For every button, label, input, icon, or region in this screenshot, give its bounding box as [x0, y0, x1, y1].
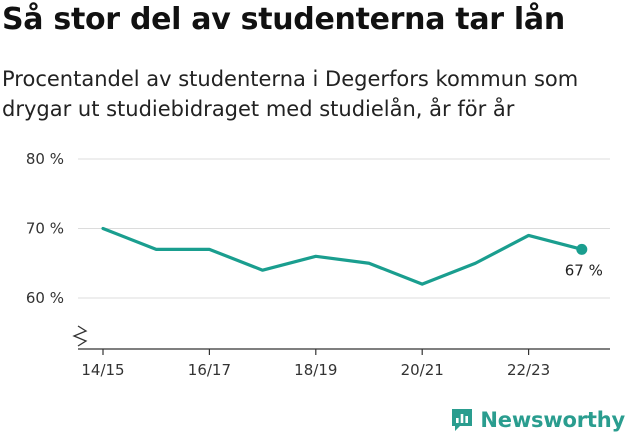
brand-logo: Newsworthy [450, 407, 625, 433]
chart-subtitle: Procentandel av studenterna i Degerfors … [2, 67, 579, 121]
x-tick-label: 18/19 [294, 361, 337, 379]
chart-title: Så stor del av studenterna tar lån [2, 2, 565, 37]
brand-name: Newsworthy [480, 408, 625, 432]
grid-lines [78, 158, 610, 299]
x-tick-label: 14/15 [81, 361, 124, 379]
data-points: 67 % [565, 243, 603, 279]
x-tick-label: 20/21 [401, 361, 444, 379]
newsworthy-logo-icon [452, 409, 473, 431]
y-tick-label: 60 % [26, 289, 64, 307]
x-tick-label: 16/17 [188, 361, 231, 379]
end-point-marker [576, 243, 588, 255]
axis-break-icon [72, 325, 88, 347]
x-axis-ticks: 14/15 16/17 18/19 20/21 22/23 [81, 349, 550, 379]
x-tick-label: 22/23 [507, 361, 550, 379]
y-axis-ticks: 60 % 70 % 80 % [26, 150, 64, 307]
line-chart: 60 % 70 % 80 % 14/15 16/17 18/19 20/21 22/23 6… [26, 150, 610, 379]
series-lines [101, 226, 584, 286]
y-tick-label: 80 % [26, 150, 64, 168]
series-line [101, 226, 584, 286]
end-value-label: 67 % [565, 261, 603, 279]
y-tick-label: 70 % [26, 220, 64, 238]
x-axis [72, 325, 610, 350]
